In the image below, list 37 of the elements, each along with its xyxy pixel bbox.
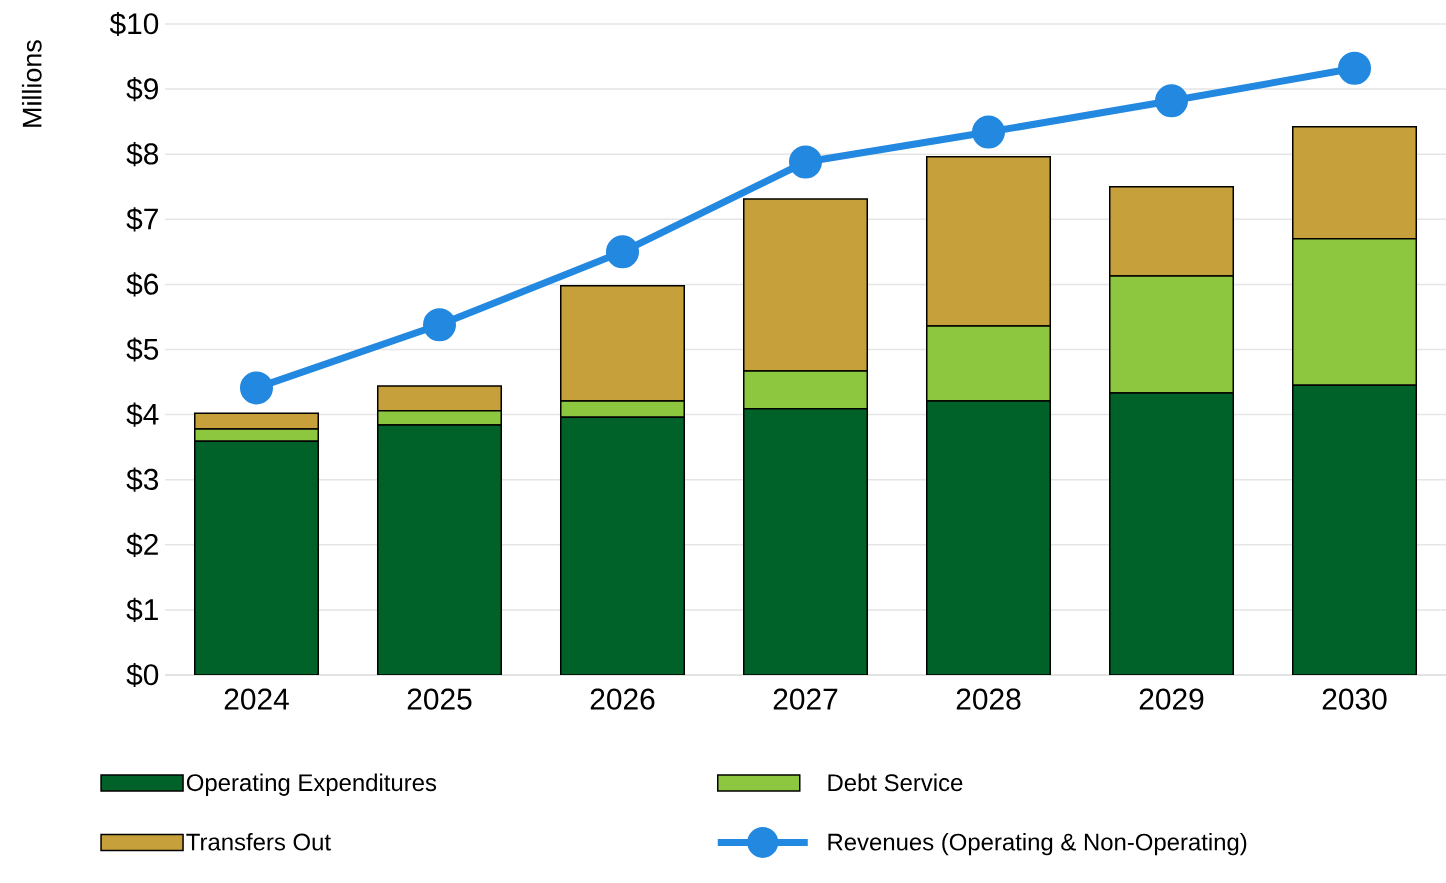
x-tick-label: 2028 xyxy=(956,688,1021,710)
x-tick-label: 2027 xyxy=(773,688,838,710)
bar xyxy=(742,407,869,675)
bar xyxy=(376,424,503,675)
y-tick-label: $4 xyxy=(126,402,159,427)
legend-label: Operating Expenditures xyxy=(186,773,437,796)
bar xyxy=(559,416,686,675)
bar xyxy=(1292,384,1418,675)
y-tick-label: $1 xyxy=(126,597,158,622)
y-tick-label: $0 xyxy=(126,662,159,688)
legend-label: Debt Service xyxy=(828,773,963,792)
y-tick-label: $3 xyxy=(126,467,159,492)
point xyxy=(240,371,273,405)
point xyxy=(1338,51,1372,85)
point xyxy=(972,115,1006,149)
y-tick-label: $5 xyxy=(126,337,159,362)
legend-label: Transfers Out xyxy=(186,833,331,851)
bar xyxy=(1109,392,1235,675)
y-tick-label: $10 xyxy=(109,11,159,37)
y-tick-label: $2 xyxy=(126,532,158,557)
bar xyxy=(925,400,1052,675)
point xyxy=(606,235,640,269)
y-tick-label: $6 xyxy=(126,272,159,297)
y-tick-label: $7 xyxy=(126,207,158,232)
y-tick-label: $8 xyxy=(126,142,159,167)
x-tick-label: 2029 xyxy=(1139,688,1204,710)
bar xyxy=(193,440,320,675)
point xyxy=(423,308,456,342)
legend-label: Revenues (Operating & Non-Operating) xyxy=(828,832,1247,856)
x-tick-label: 2024 xyxy=(224,688,289,710)
point xyxy=(1155,84,1189,118)
y-axis-title: Millions xyxy=(21,40,42,127)
x-tick-label: 2026 xyxy=(590,688,655,710)
x-tick-label: 2030 xyxy=(1322,688,1387,710)
point xyxy=(789,145,823,179)
x-tick-label: 2025 xyxy=(407,688,472,710)
y-tick-label: $9 xyxy=(126,76,158,102)
